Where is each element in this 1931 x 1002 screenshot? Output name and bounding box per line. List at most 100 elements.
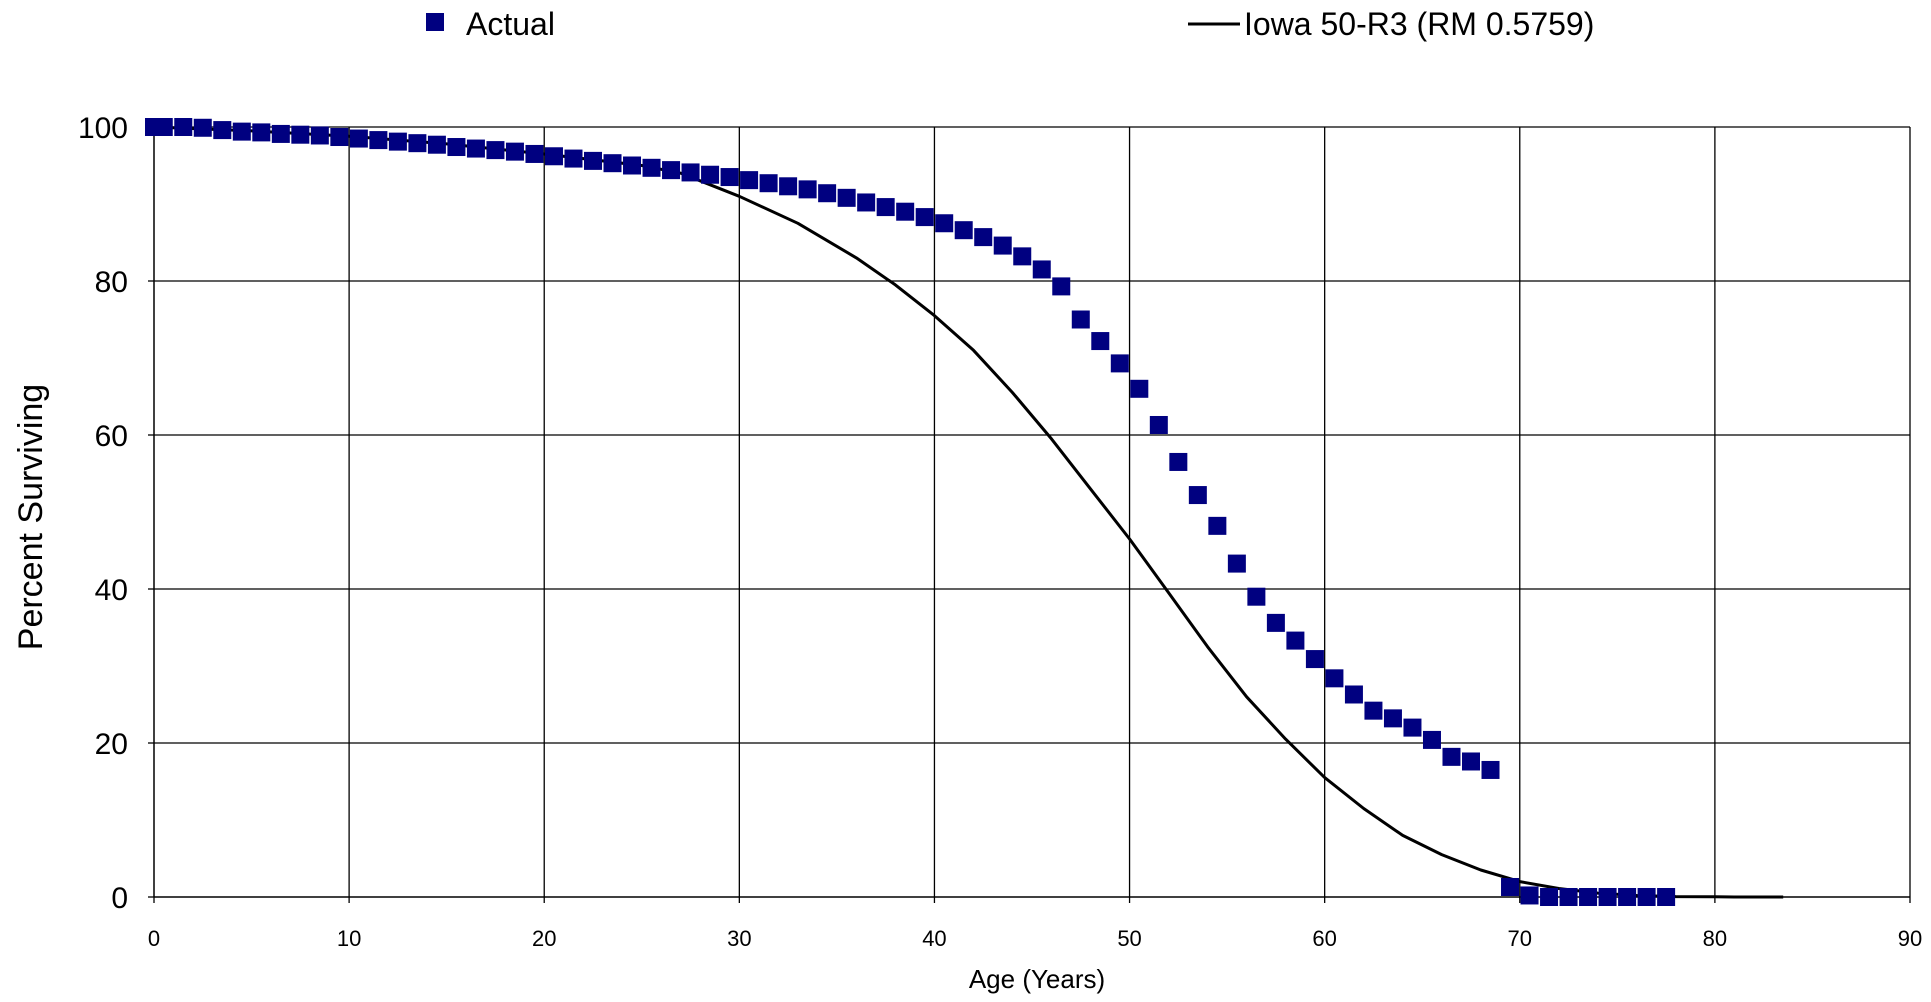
actual-data-point [837, 188, 856, 207]
actual-data-point [662, 161, 681, 180]
actual-data-point [993, 236, 1012, 255]
actual-data-point [1637, 888, 1656, 906]
actual-data-point [349, 129, 368, 148]
marker-layer [145, 118, 1676, 906]
y-tick-label: 40 [95, 574, 128, 607]
actual-data-point [564, 149, 583, 168]
actual-data-point [1364, 701, 1383, 720]
legend-actual-label: Actual [466, 6, 555, 42]
actual-data-point [193, 118, 212, 137]
actual-data-point [1442, 747, 1461, 766]
actual-data-point [779, 177, 798, 196]
actual-data-point [740, 171, 759, 190]
x-tick-label: 60 [1312, 926, 1336, 951]
actual-data-point [1618, 888, 1637, 906]
actual-data-point [1559, 888, 1578, 906]
actual-data-point [603, 154, 622, 173]
actual-data-point [1247, 587, 1266, 606]
legend-fit-label: Iowa 50-R3 (RM 0.5759) [1244, 6, 1594, 42]
actual-data-point [1501, 877, 1520, 896]
actual-data-point [642, 158, 661, 177]
actual-data-point [1091, 332, 1110, 351]
actual-data-point [369, 131, 388, 150]
actual-data-point [1227, 554, 1246, 573]
actual-data-point [1013, 247, 1032, 266]
actual-data-point [1032, 260, 1051, 279]
y-tick-label: 20 [95, 728, 128, 761]
actual-data-point [1286, 631, 1305, 650]
actual-data-point [584, 151, 602, 170]
actual-data-point [915, 208, 934, 227]
grid-layer [154, 126, 1911, 897]
x-tick-label: 50 [1117, 926, 1141, 951]
actual-data-point [818, 184, 837, 203]
actual-data-point [1325, 669, 1344, 688]
y-axis-title: Percent Surviving [12, 384, 50, 650]
x-tick-label: 20 [532, 926, 556, 951]
actual-data-point [1071, 310, 1090, 329]
actual-data-point [1344, 685, 1363, 704]
actual-data-point [876, 198, 895, 217]
actual-data-point [974, 228, 993, 247]
actual-data-point [466, 139, 485, 158]
actual-data-point [1383, 709, 1402, 728]
actual-data-point [1403, 718, 1422, 737]
fit-line-layer [153, 125, 1784, 899]
actual-data-point [1266, 613, 1285, 632]
actual-data-point [1520, 886, 1539, 905]
actual-data-point [1052, 277, 1071, 296]
actual-data-point [1188, 486, 1207, 505]
actual-data-point [291, 125, 310, 144]
y-tick-label: 0 [111, 882, 128, 915]
actual-data-point [505, 142, 524, 161]
actual-data-point [896, 202, 915, 221]
actual-data-point [798, 180, 817, 199]
y-tick-label: 80 [95, 266, 128, 299]
actual-data-point [486, 141, 505, 160]
actual-data-point [427, 135, 446, 154]
actual-data-point [154, 118, 173, 136]
actual-data-point [1540, 888, 1559, 906]
actual-data-point [213, 121, 232, 140]
x-axis-title: Age (Years) [969, 964, 1105, 994]
actual-data-point [1481, 760, 1500, 779]
actual-data-point [1462, 752, 1480, 771]
actual-data-point [759, 174, 778, 193]
actual-data-point [1110, 354, 1129, 373]
actual-data-point [1130, 379, 1149, 398]
x-tick-label: 80 [1703, 926, 1727, 951]
x-tick-label: 0 [148, 926, 160, 951]
actual-data-point [857, 193, 876, 212]
x-tick-label: 10 [337, 926, 361, 951]
actual-data-point [1657, 888, 1676, 906]
x-tick-label: 90 [1898, 926, 1922, 951]
actual-data-point [1579, 888, 1598, 906]
actual-data-point [447, 138, 466, 157]
x-tick-label: 70 [1508, 926, 1532, 951]
actual-data-point [681, 163, 700, 182]
x-tick-label: 40 [922, 926, 946, 951]
actual-data-point [525, 144, 544, 163]
tick-label-layer: 0 10 20 30 40 50 60 70 80 90 0 20 40 60 80 100 [78, 112, 1922, 951]
actual-data-point [174, 118, 193, 136]
actual-data-point [1208, 516, 1227, 535]
legend-actual-marker [426, 13, 444, 31]
actual-data-point [1422, 730, 1441, 749]
actual-data-point [310, 126, 329, 145]
actual-data-point [252, 123, 271, 142]
axis-layer [148, 126, 1911, 903]
actual-data-point [701, 165, 720, 184]
actual-data-point [271, 124, 290, 143]
actual-data-point [935, 214, 954, 233]
x-tick-label: 30 [727, 926, 751, 951]
actual-data-point [1169, 452, 1188, 471]
y-tick-label: 100 [78, 112, 128, 145]
legend: Actual Iowa 50-R3 (RM 0.5759) [426, 6, 1594, 42]
actual-data-point [623, 156, 642, 175]
actual-data-point [1598, 888, 1617, 906]
fit-curve-line [153, 125, 1784, 899]
actual-data-point [544, 147, 563, 166]
actual-data-point [232, 122, 251, 141]
